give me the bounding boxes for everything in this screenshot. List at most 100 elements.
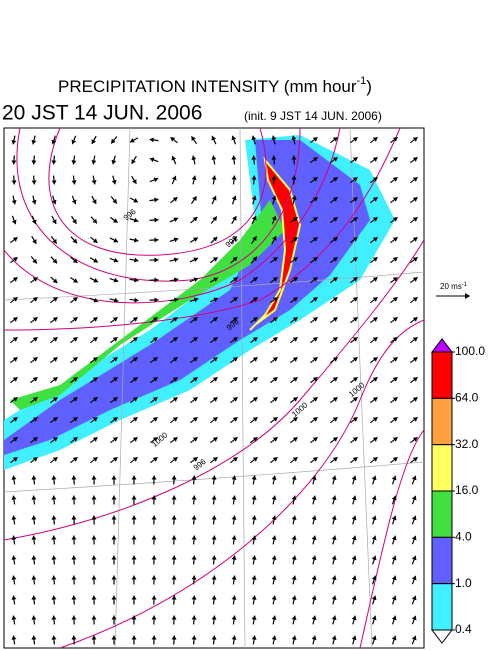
- wind-arrow-head: [412, 137, 418, 142]
- wind-arrow-head: [331, 515, 337, 521]
- wind-arrow-head: [31, 635, 37, 640]
- wind-arrow-head: [171, 535, 177, 540]
- wind-arrow-head: [292, 257, 298, 262]
- wind-arrow-head: [272, 337, 278, 342]
- wind-arrow-head: [412, 377, 418, 382]
- wind-arrow-head: [173, 277, 179, 283]
- wind-arrow-head: [271, 635, 277, 640]
- wind-arrow-head: [332, 217, 338, 222]
- wind-arrow-head: [133, 198, 138, 203]
- wind-arrow-head: [12, 297, 18, 302]
- wind-arrow-head: [271, 575, 277, 580]
- wind-arrow-head: [31, 160, 37, 165]
- wind-arrow-head: [411, 575, 417, 581]
- wind-arrow-head: [91, 555, 97, 560]
- colorbar-segment: [431, 583, 453, 631]
- wind-arrow-head: [332, 157, 338, 162]
- wind-arrow-head: [51, 475, 57, 480]
- wind-arrow-head: [231, 535, 237, 540]
- vector-key-label: 20 ms-1: [440, 282, 468, 292]
- wind-arrow-head: [251, 575, 257, 580]
- wind-arrow-head: [154, 197, 159, 203]
- wind-arrow-head: [211, 135, 217, 141]
- wind-arrow-head: [372, 237, 378, 242]
- wind-arrow-head: [12, 457, 18, 462]
- wind-arrow-head: [192, 317, 198, 322]
- wind-arrow-head: [212, 257, 218, 262]
- wind-arrow-head: [271, 515, 277, 520]
- wind-arrow-head: [412, 357, 418, 362]
- wind-arrow-head: [91, 139, 96, 144]
- wind-arrow-head: [131, 635, 137, 640]
- wind-arrow-head: [411, 595, 417, 601]
- wind-arrow-head: [392, 177, 398, 182]
- wind-arrow-head: [52, 377, 58, 382]
- wind-arrow-head: [212, 357, 218, 362]
- wind-arrow-head: [71, 180, 77, 185]
- wind-arrow-head: [232, 377, 238, 382]
- wind-arrow-head: [352, 397, 358, 402]
- wind-arrow-head: [252, 337, 258, 342]
- wind-arrow-head: [213, 297, 219, 303]
- wind-arrow-head: [71, 535, 77, 540]
- wind-arrow-head: [351, 575, 357, 581]
- wind-arrow-head: [372, 197, 378, 202]
- wind-arrow-head: [72, 278, 78, 283]
- wind-arrow-head: [132, 417, 138, 422]
- wind-arrow-head: [149, 137, 154, 143]
- wind-arrow-head: [111, 635, 117, 640]
- wind-arrow-head: [352, 297, 358, 302]
- wind-arrow-head: [52, 397, 58, 402]
- wind-arrow-head: [332, 257, 338, 262]
- wind-arrow-head: [391, 575, 397, 581]
- wind-arrow-head: [291, 595, 297, 601]
- wind-arrow-head: [192, 196, 197, 201]
- wind-arrow-head: [352, 237, 358, 242]
- wind-arrow-head: [352, 437, 358, 442]
- wind-arrow-head: [351, 635, 357, 641]
- wind-arrow-head: [392, 257, 398, 262]
- wind-arrow-head: [151, 575, 157, 580]
- wind-arrow-head: [91, 475, 97, 480]
- wind-arrow-head: [174, 297, 179, 303]
- wind-arrow-head: [11, 199, 17, 205]
- wind-arrow-head: [171, 475, 177, 480]
- vector-key: 20 ms-1: [436, 282, 470, 299]
- wind-arrow-head: [391, 635, 397, 641]
- wind-arrow-head: [71, 160, 77, 165]
- wind-arrow-head: [191, 475, 197, 480]
- wind-arrow-head: [291, 615, 297, 621]
- wind-arrow-head: [272, 236, 277, 241]
- colorbar-label: 1.0: [455, 576, 472, 590]
- wind-arrow-head: [292, 237, 298, 242]
- wind-arrow-head: [71, 199, 77, 205]
- wind-arrow-head: [191, 635, 197, 640]
- wind-arrow-head: [11, 180, 17, 185]
- wind-arrow-head: [232, 337, 238, 342]
- wind-arrow-head: [211, 635, 217, 640]
- wind-arrow-head: [231, 135, 237, 141]
- wind-arrow-head: [311, 515, 317, 521]
- wind-arrow-head: [231, 475, 237, 480]
- wind-arrow-head: [31, 199, 37, 205]
- wind-arrow-head: [51, 535, 57, 540]
- wind-arrow-head: [31, 615, 37, 620]
- wind-arrow-head: [252, 256, 257, 262]
- wind-arrow-head: [332, 397, 338, 402]
- wind-arrow-head: [72, 317, 78, 322]
- wind-arrow-head: [72, 377, 78, 382]
- wind-arrow-head: [392, 297, 398, 302]
- wind-arrow-head: [271, 175, 277, 180]
- wind-arrow-head: [271, 555, 277, 560]
- colorbar-segment: [431, 536, 453, 585]
- wind-arrow-head: [171, 555, 177, 560]
- colorbar-over: [430, 338, 454, 353]
- wind-arrow-head: [92, 357, 98, 362]
- wind-arrow-head: [92, 337, 98, 342]
- wind-arrow-head: [372, 397, 378, 402]
- wind-arrow-head: [132, 357, 138, 362]
- wind-arrow-head: [252, 457, 258, 462]
- colorbar-label: 4.0: [455, 530, 472, 544]
- wind-arrow-head: [112, 457, 118, 462]
- wind-arrow-head: [252, 236, 257, 241]
